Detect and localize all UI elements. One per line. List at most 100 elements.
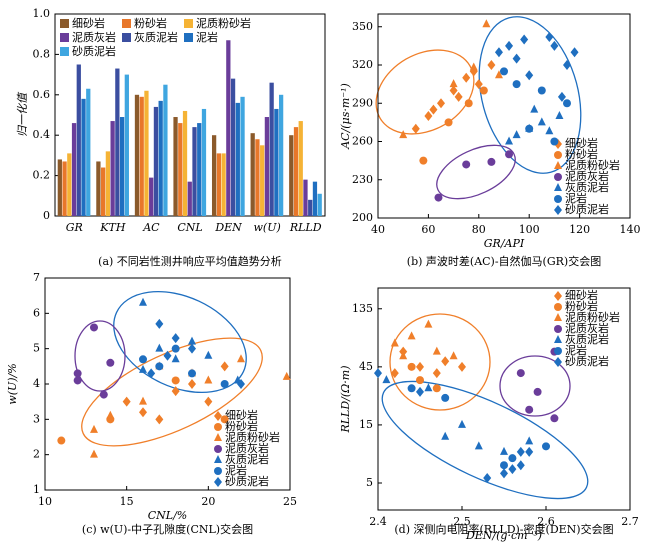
legend-marker	[214, 477, 222, 487]
bar	[221, 153, 226, 216]
bar	[240, 96, 245, 216]
y-tick-label: 0.2	[33, 169, 51, 182]
point	[90, 449, 98, 458]
legend-marker	[214, 445, 222, 453]
point	[508, 464, 517, 475]
point	[444, 118, 453, 127]
bar	[278, 94, 284, 216]
x-tick-label: DEN	[214, 221, 242, 234]
cluster-ellipse	[375, 49, 475, 135]
caption: (d) 深侧向电阻率(RLLD)-密度(DEN)交会图	[394, 522, 613, 536]
legend-swatch	[60, 47, 69, 56]
y-tick-label: 350	[352, 20, 373, 33]
point	[505, 136, 514, 145]
legend-marker	[554, 161, 562, 169]
point	[155, 318, 164, 329]
y-axis-label: AC/(μs·m⁻¹)	[339, 83, 352, 150]
point	[525, 124, 534, 133]
point	[139, 396, 147, 405]
x-tick-label: 140	[620, 223, 641, 236]
caption: (a) 不同岩性测井响应平均值趋势分析	[98, 254, 282, 268]
x-tick-label: 2.4	[369, 515, 387, 528]
x-tick-label: KTH	[99, 221, 126, 234]
bar	[71, 123, 77, 216]
point	[449, 85, 458, 96]
point	[220, 415, 229, 424]
legend-label: 细砂岩	[565, 288, 598, 302]
bar	[62, 161, 67, 216]
x-tick-label: 120	[569, 223, 590, 236]
x-tick-label: 100	[519, 223, 540, 236]
point	[542, 442, 550, 451]
y-tick-label: 45	[359, 360, 373, 373]
point	[525, 446, 534, 457]
point	[90, 424, 98, 433]
point	[434, 193, 443, 202]
bar	[250, 133, 255, 216]
point	[482, 19, 491, 28]
y-tick-label: 7	[33, 271, 40, 284]
x-tick-label: 15	[120, 495, 134, 508]
point	[424, 319, 433, 328]
legend-label: 砂质泥岩	[225, 474, 269, 488]
x-tick-label: 2.6	[537, 515, 555, 528]
point	[419, 156, 428, 165]
legend-label: 粉砂岩	[565, 147, 598, 161]
y-tick-label: 5	[33, 342, 40, 355]
x-tick-label: AC	[142, 221, 160, 234]
bar	[178, 123, 183, 216]
point	[487, 157, 496, 166]
point	[500, 468, 508, 479]
legend-label: 泥质粉砂岩	[196, 16, 251, 30]
y-tick-label: 15	[359, 418, 373, 431]
legend-label: 泥质灰岩	[72, 30, 116, 44]
point	[545, 31, 554, 42]
legend-label: 细砂岩	[225, 408, 258, 422]
bar	[303, 179, 308, 216]
point	[464, 99, 473, 108]
caption: (c) w(U)-中子孔隙度(CNL)交会图	[82, 522, 253, 536]
point	[416, 376, 424, 385]
cluster-ellipse	[499, 355, 571, 417]
point	[106, 358, 115, 367]
legend-marker	[214, 467, 222, 475]
point	[449, 79, 458, 88]
point	[500, 67, 508, 76]
bar	[312, 181, 318, 216]
caption: (b) 声波时差(AC)-自然伽马(GR)交会图	[407, 254, 601, 268]
point	[390, 338, 399, 347]
x-tick-label: CNL	[177, 221, 202, 234]
point	[407, 384, 416, 393]
legend-label: 泥质灰岩	[565, 169, 609, 183]
legend-swatch	[60, 33, 69, 42]
cluster-ellipse	[389, 313, 491, 411]
cluster-ellipse	[478, 16, 582, 174]
point	[399, 351, 408, 360]
bar	[158, 100, 163, 216]
bar	[149, 177, 154, 216]
point	[155, 362, 164, 371]
bar	[81, 98, 86, 216]
point	[437, 98, 445, 109]
bar	[298, 121, 303, 216]
point	[487, 60, 496, 70]
bar	[96, 161, 101, 216]
point	[204, 350, 213, 359]
point	[220, 361, 229, 372]
cluster-ellipse	[436, 144, 516, 200]
point	[99, 390, 108, 399]
point	[374, 368, 382, 379]
point	[237, 354, 245, 363]
y-tick-label: 320	[352, 58, 373, 71]
point	[512, 130, 521, 139]
y-tick-label: 260	[352, 135, 373, 148]
x-tick-label: 20	[201, 495, 215, 508]
bar	[317, 193, 322, 216]
point	[416, 386, 424, 397]
point	[424, 111, 433, 121]
point	[282, 371, 291, 380]
point	[204, 375, 213, 384]
bar	[163, 84, 168, 216]
legend-label: 泥质灰岩	[565, 321, 609, 335]
